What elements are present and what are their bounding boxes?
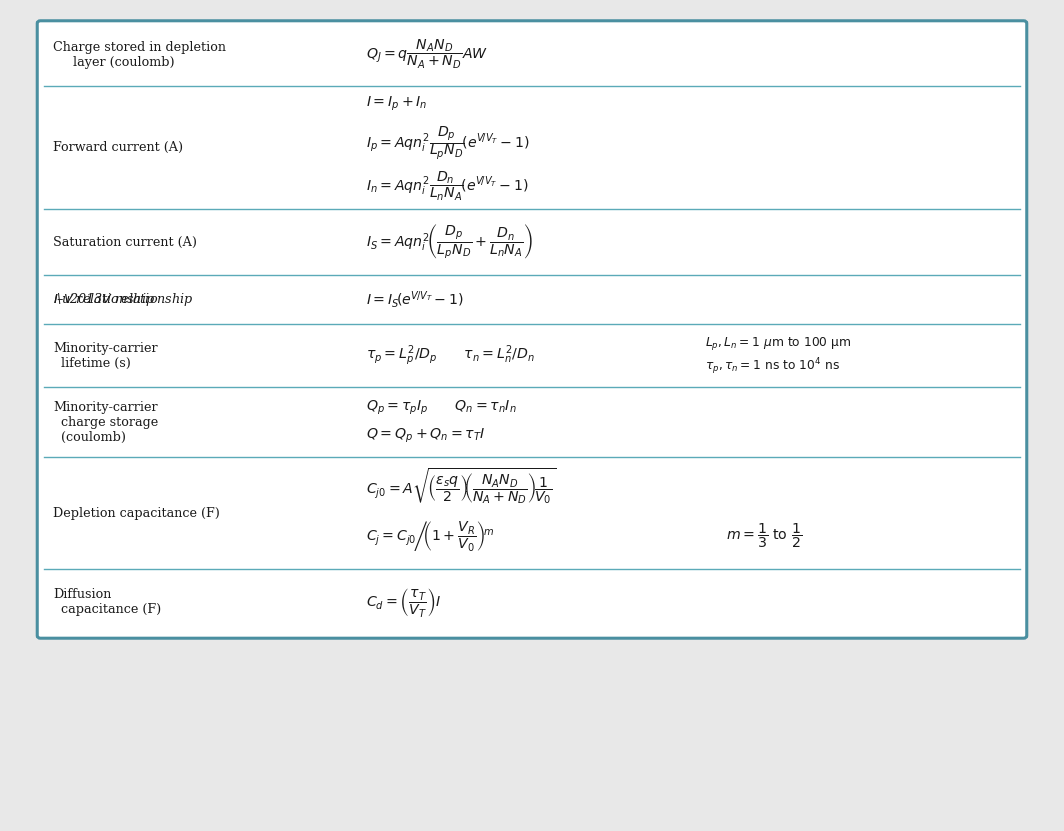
Text: $C_d = \left(\dfrac{\tau_T}{V_T}\right)I$: $C_d = \left(\dfrac{\tau_T}{V_T}\right)I… (366, 586, 442, 619)
Text: Charge stored in depletion
     layer (coulomb): Charge stored in depletion layer (coulom… (53, 41, 227, 69)
Text: $I_S = Aqn_i^2\!\left(\dfrac{D_p}{L_p N_D} + \dfrac{D_n}{L_n N_A}\right)$: $I_S = Aqn_i^2\!\left(\dfrac{D_p}{L_p N_… (366, 223, 533, 262)
Text: $C_{j0} = A\sqrt{\!\left(\dfrac{\epsilon_s q}{2}\right)\!\!\left(\dfrac{N_A N_D}: $C_{j0} = A\sqrt{\!\left(\dfrac{\epsilon… (366, 466, 556, 506)
Text: $Q = Q_p + Q_n = \tau_T I$: $Q = Q_p + Q_n = \tau_T I$ (366, 427, 485, 445)
Text: $m = \dfrac{1}{3}\ \mathrm{to}\ \dfrac{1}{2}$: $m = \dfrac{1}{3}\ \mathrm{to}\ \dfrac{1… (726, 521, 802, 550)
Text: $Q_J = q\dfrac{N_A N_D}{N_A + N_D}AW$: $Q_J = q\dfrac{N_A N_D}{N_A + N_D}AW$ (366, 38, 488, 71)
Text: $I = I_p + I_n$: $I = I_p + I_n$ (366, 94, 428, 112)
Text: $I = I_S\!\left(e^{V\!/V_T}-1\right)$: $I = I_S\!\left(e^{V\!/V_T}-1\right)$ (366, 289, 464, 310)
Text: $I$\u2013$V$ relationship: $I$\u2013$V$ relationship (53, 291, 194, 308)
Text: $L_p, L_n = 1\ \mu\mathrm{m\ to\ 100\ \mu m}$: $L_p, L_n = 1\ \mu\mathrm{m\ to\ 100\ \m… (704, 335, 851, 352)
Text: $I_n = Aqn_i^2\dfrac{D_n}{L_n N_A}\!\left(e^{V\!/V_T}-1\right)$: $I_n = Aqn_i^2\dfrac{D_n}{L_n N_A}\!\lef… (366, 170, 529, 204)
Text: $\tau_p = L_p^2/D_p \qquad \tau_n = L_n^2/D_n$: $\tau_p = L_p^2/D_p \qquad \tau_n = L_n^… (366, 343, 535, 368)
Text: $Q_p = \tau_p I_p \qquad Q_n = \tau_n I_n$: $Q_p = \tau_p I_p \qquad Q_n = \tau_n I_… (366, 399, 517, 417)
Text: Diffusion
  capacitance (F): Diffusion capacitance (F) (53, 588, 162, 617)
Text: $I_p = Aqn_i^2\dfrac{D_p}{L_p N_D}\!\left(e^{V\!/V_T}-1\right)$: $I_p = Aqn_i^2\dfrac{D_p}{L_p N_D}\!\lef… (366, 125, 530, 162)
Text: Saturation current (A): Saturation current (A) (53, 235, 197, 248)
Text: Forward current (A): Forward current (A) (53, 141, 183, 154)
Text: $\tau_p, \tau_n = 1\ \mathrm{ns\ to\ 10^4\ ns}$: $\tau_p, \tau_n = 1\ \mathrm{ns\ to\ 10^… (704, 356, 839, 377)
Text: Minority-carrier
  lifetime (s): Minority-carrier lifetime (s) (53, 342, 157, 370)
Text: Minority-carrier
  charge storage
  (coulomb): Minority-carrier charge storage (coulomb… (53, 401, 159, 444)
Text: $C_j = C_{j0}\!\left/\!\!\left(1+\dfrac{V_R}{V_0}\right)^{\!m}\right.$: $C_j = C_{j0}\!\left/\!\!\left(1+\dfrac{… (366, 519, 495, 553)
Text: $I$–$V$ relationship: $I$–$V$ relationship (53, 291, 155, 308)
FancyBboxPatch shape (37, 21, 1027, 638)
Text: Depletion capacitance (F): Depletion capacitance (F) (53, 507, 220, 519)
